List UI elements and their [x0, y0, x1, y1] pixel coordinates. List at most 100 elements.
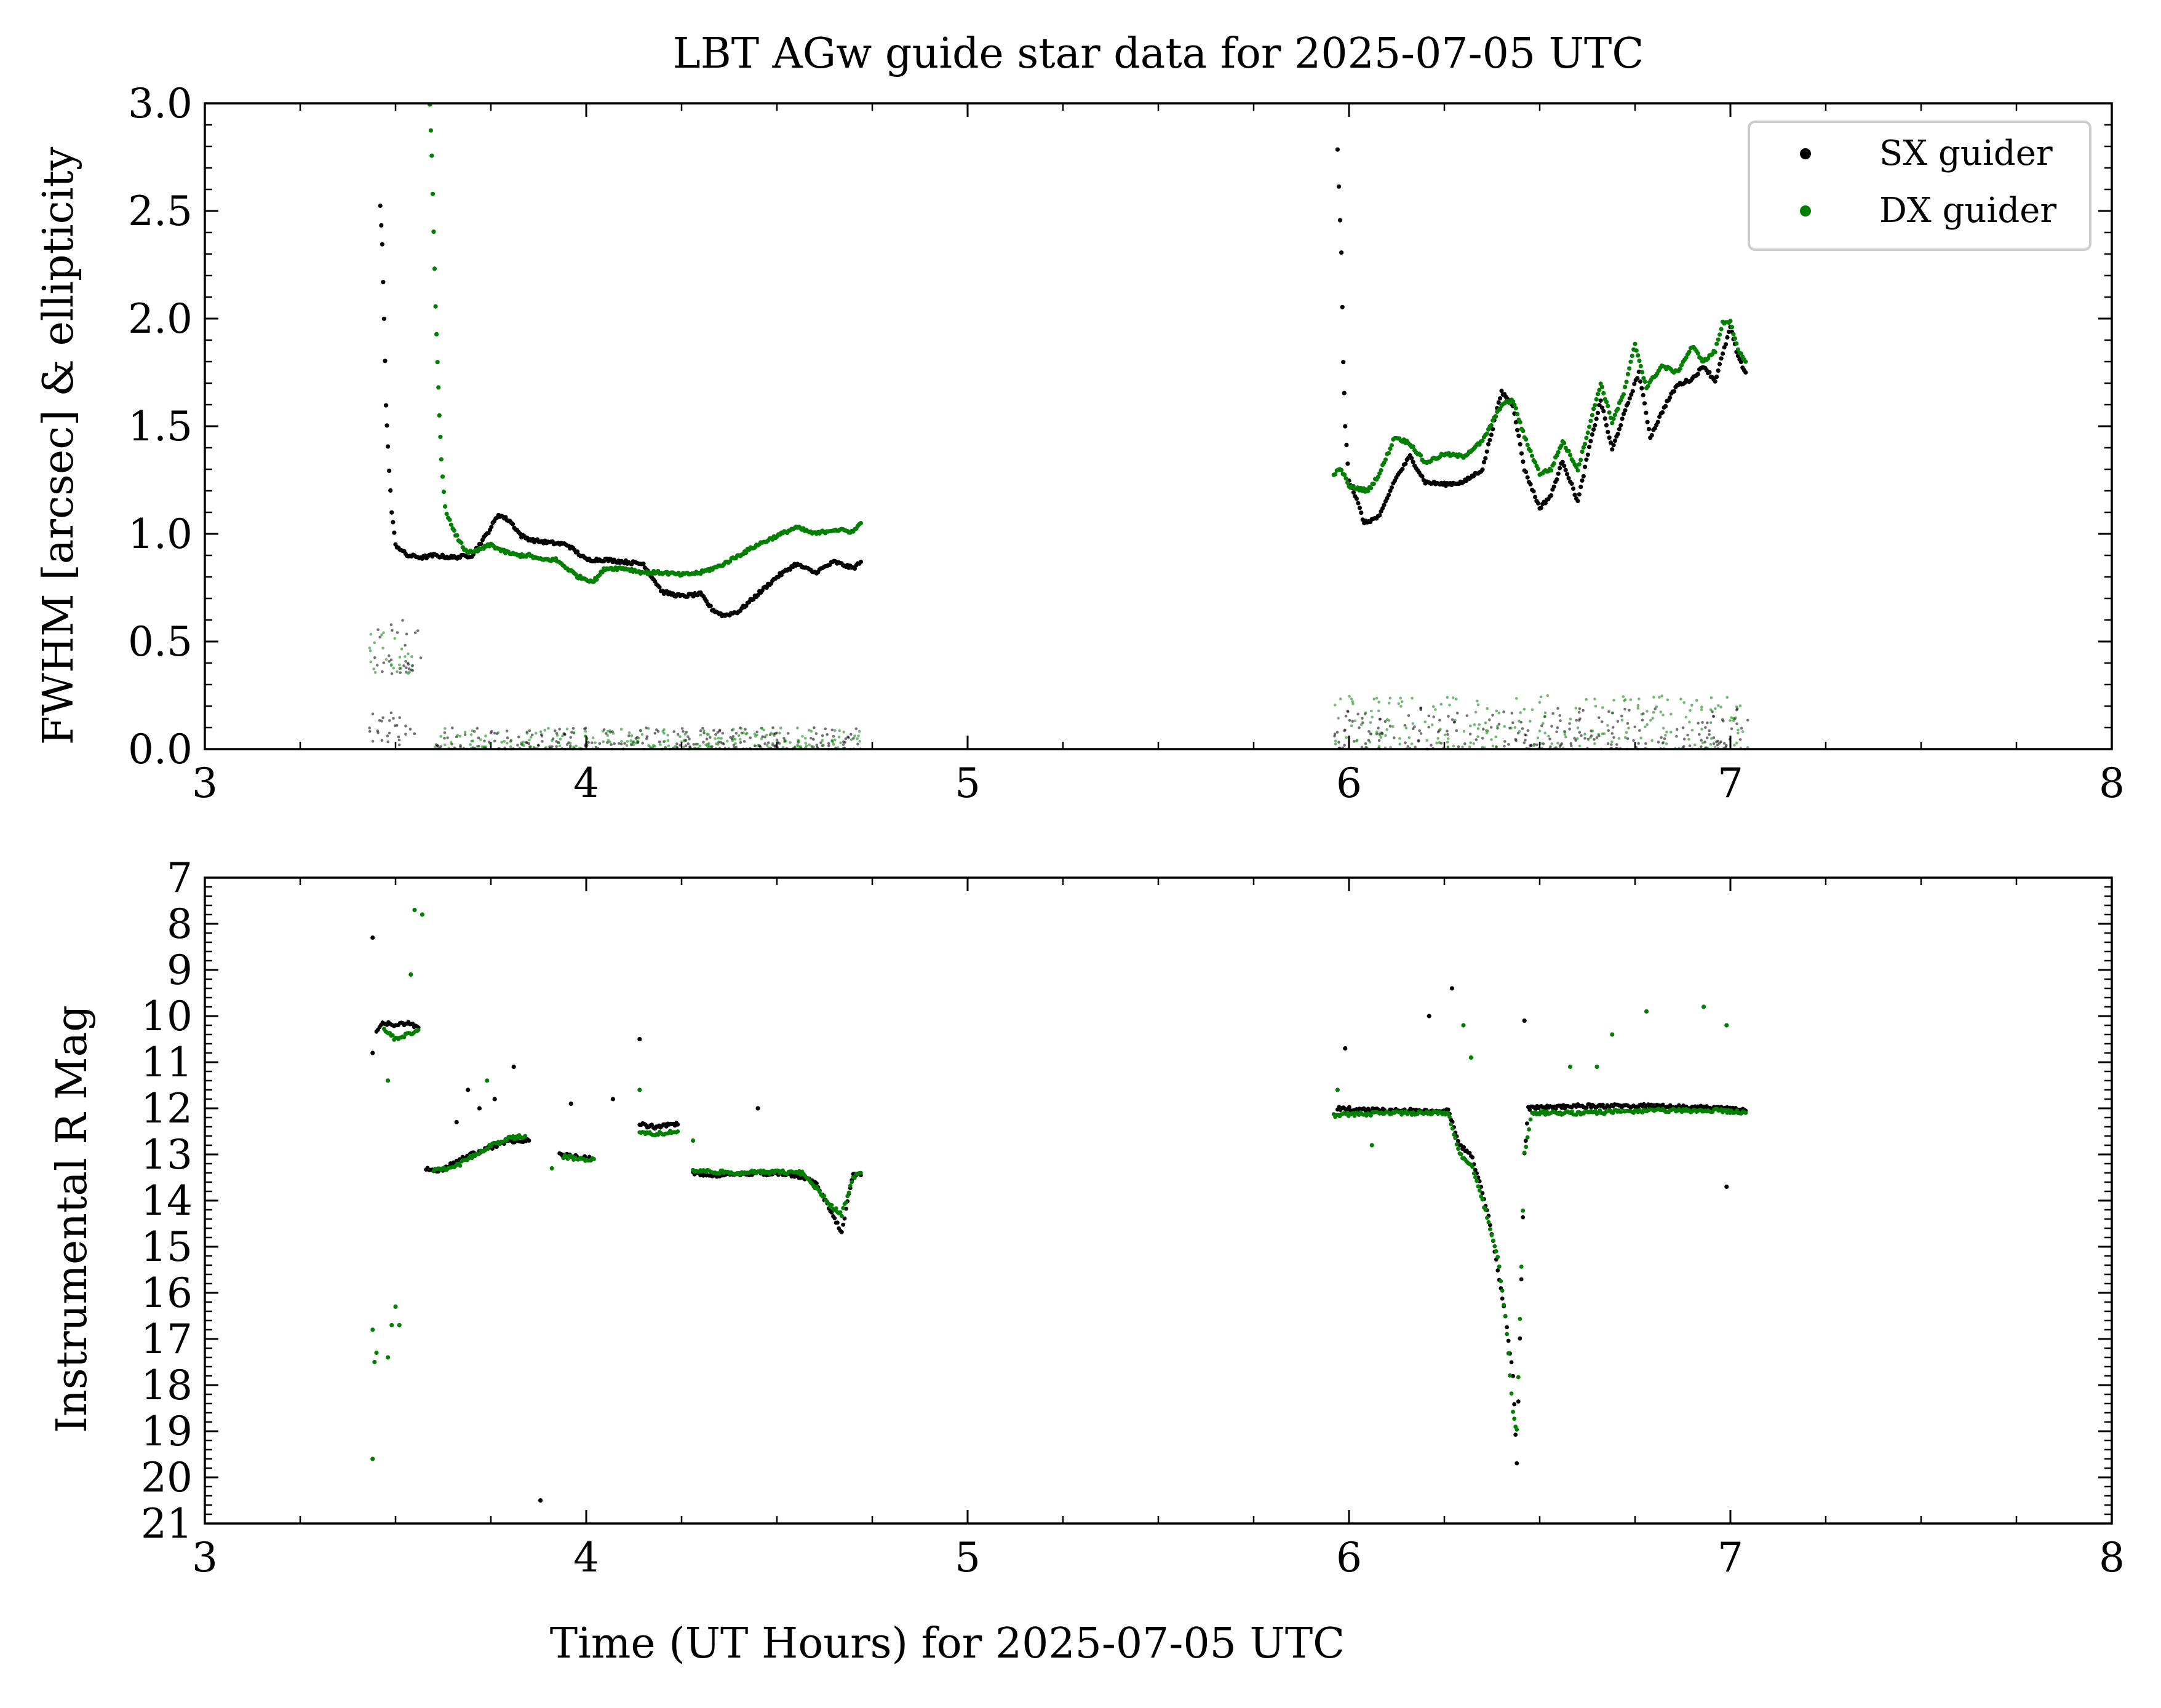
ellipticity-point [744, 728, 747, 731]
ellipticity-point [380, 739, 384, 742]
ellipticity-point [1626, 721, 1630, 725]
fwhm-point [1583, 464, 1588, 469]
ellipticity-point [613, 742, 616, 745]
ellipticity-point [479, 738, 482, 741]
ellipticity-point [1377, 739, 1381, 742]
ellipticity-point [1583, 737, 1586, 740]
fwhm-point [1714, 341, 1719, 346]
rmag-x-tick-label: 4 [573, 1534, 599, 1581]
fwhm-point [1386, 493, 1391, 498]
rmag-y-tick-label: 8 [167, 900, 193, 948]
fwhm-point [1388, 446, 1393, 451]
ellipticity-point [1446, 733, 1449, 736]
ellipticity-point [371, 712, 375, 716]
ellipticity-point [658, 741, 661, 744]
ellipticity-point [1370, 709, 1373, 713]
rmag-point [1473, 1175, 1478, 1180]
rmag-point [840, 1229, 844, 1234]
ellipticity-point [1638, 729, 1641, 732]
ellipticity-point [404, 655, 407, 658]
ellipticity-point [1371, 715, 1374, 719]
ellipticity-point [1392, 736, 1396, 739]
ellipticity-point [822, 744, 825, 747]
fwhm-point [1341, 360, 1346, 365]
rmag-axes-frame [204, 876, 2113, 1525]
ellipticity-point [1578, 731, 1582, 734]
rmag-point [675, 1122, 680, 1127]
ellipticity-point [753, 744, 757, 747]
ellipticity-point [469, 733, 473, 736]
fwhm-point [1642, 379, 1647, 384]
rmag-point [1453, 1135, 1458, 1140]
ellipticity-point [1489, 726, 1493, 729]
ellipticity-point [1568, 728, 1571, 731]
rmag-point [1522, 1150, 1527, 1155]
fwhm-point [1531, 489, 1536, 494]
ellipticity-point [1343, 744, 1346, 747]
ellipticity-point [594, 741, 597, 744]
ellipticity-point [373, 671, 377, 674]
ellipticity-point [797, 739, 800, 742]
ellipticity-point [458, 734, 462, 738]
ellipticity-point [753, 733, 757, 736]
rmag-point [495, 1145, 499, 1150]
ellipticity-point [1655, 705, 1658, 709]
ellipticity-point [1510, 726, 1513, 729]
fwhm-point [1620, 416, 1625, 421]
ellipticity-point [539, 733, 543, 736]
ellipticity-point [1407, 714, 1411, 717]
ellipticity-point [575, 744, 578, 748]
ellipticity-point [1593, 697, 1596, 701]
ellipticity-point [1607, 729, 1610, 732]
ellipticity-point [779, 726, 782, 729]
rmag-point [1516, 1399, 1521, 1404]
fwhm-point [1644, 410, 1649, 415]
fwhm-point [1575, 468, 1580, 473]
rmag-point [458, 1163, 463, 1168]
ellipticity-point [775, 731, 778, 735]
fwhm-plot-area: 3 4 5 6 7 8 0.0 0.5 1.0 1.5 2.0 2.5 3.0 [128, 80, 2125, 807]
ellipticity-point [850, 738, 853, 741]
fwhm-point [1611, 443, 1616, 448]
ellipticity-point [484, 734, 487, 737]
rmag-point [504, 1138, 509, 1143]
fwhm-point [1538, 506, 1543, 510]
ellipticity-point [1436, 737, 1439, 740]
rmag-point [1474, 1178, 1479, 1183]
ellipticity-point [1454, 718, 1457, 722]
ellipticity-point [1438, 718, 1441, 722]
ellipticity-point [629, 739, 632, 742]
fwhm-point [1628, 359, 1633, 364]
fwhm-point [1533, 495, 1538, 499]
ellipticity-point [1682, 737, 1686, 741]
fwhm-point [1511, 399, 1516, 404]
ellipticity-point [397, 735, 400, 739]
fwhm-point [1594, 397, 1599, 402]
fwhm-point [1379, 468, 1383, 473]
rmag-point [1480, 1191, 1485, 1196]
ellipticity-point [824, 727, 827, 731]
ellipticity-point [1582, 709, 1585, 712]
fwhm-point [1657, 414, 1662, 419]
ellipticity-point [1488, 718, 1491, 721]
ellipticity-point [1364, 742, 1367, 745]
fwhm-point [433, 304, 438, 309]
ellipticity-point [834, 738, 837, 742]
ellipticity-point [376, 729, 380, 733]
ellipticity-point [1502, 710, 1505, 713]
ellipticity-point [396, 631, 399, 634]
rmag-point [1514, 1427, 1519, 1432]
ellipticity-point [742, 731, 745, 734]
rmag-y-tick-label: 7 [167, 854, 193, 902]
ellipticity-point [1334, 742, 1337, 745]
ellipticity-point [1476, 699, 1479, 703]
ellipticity-point [1388, 696, 1392, 700]
fwhm-point [764, 585, 769, 590]
fwhm-point [1590, 413, 1594, 418]
ellipticity-point [765, 733, 768, 737]
ellipticity-point [1334, 739, 1337, 743]
ellipticity-point [1556, 742, 1559, 745]
fwhm-point [1640, 370, 1645, 375]
fwhm-point [441, 489, 447, 495]
rmag-y-tick-label: 15 [141, 1223, 193, 1271]
